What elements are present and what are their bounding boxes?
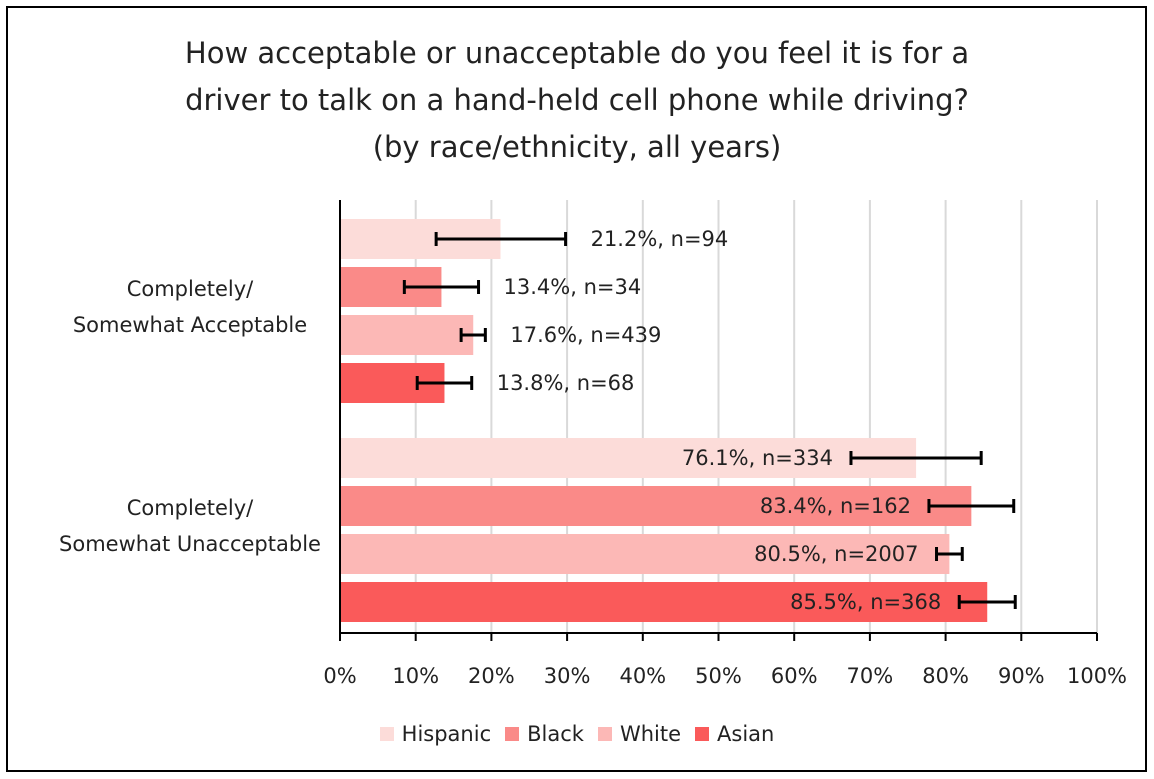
x-tick-label: 0% [323, 664, 356, 688]
bar-asian [340, 582, 988, 622]
bar-white [340, 534, 950, 574]
x-tick-label: 80% [922, 664, 969, 688]
title-line: How acceptable or unacceptable do you fe… [184, 36, 970, 70]
x-tick-label: 40% [619, 664, 666, 688]
legend-label: Asian [717, 722, 775, 746]
legend: Hispanic Black White Asian [0, 722, 1154, 746]
chart-frame [6, 6, 1147, 772]
x-tick-label: 70% [847, 664, 894, 688]
x-tick-label: 100% [1067, 664, 1127, 688]
chart-title: How acceptable or unacceptable do you fe… [0, 30, 1154, 171]
category-label: Completely/Somewhat Unacceptable [59, 496, 321, 556]
legend-swatch [379, 727, 394, 741]
title-line: (by race/ethnicity, all years) [372, 130, 782, 164]
legend-item-hispanic: Hispanic [379, 722, 492, 746]
legend-swatch [505, 727, 520, 741]
bar-chart: 21.2%, n=94 76.1%, n=334 13.4%, n=34 83.4%,… [59, 200, 1127, 688]
x-tick-label: 90% [998, 664, 1045, 688]
category-label: Completely/Somewhat Acceptable [73, 277, 307, 337]
legend-item-asian: Asian [695, 722, 774, 746]
legend-item-white: White [597, 722, 682, 746]
bar-white [340, 315, 474, 355]
x-tick-label: 50% [695, 664, 742, 688]
x-tick-label: 60% [771, 664, 818, 688]
x-tick-label: 10% [392, 664, 439, 688]
legend-swatch [695, 727, 710, 741]
category-label-line: Somewhat Acceptable [73, 313, 307, 337]
data-label: 80.5%, n=2007 [754, 542, 918, 566]
legend-label: Hispanic [401, 722, 492, 746]
category-label-line: Completely/ [127, 277, 254, 301]
data-label: 13.4%, n=34 [504, 275, 642, 299]
legend-label: Black [527, 722, 584, 746]
data-label: 21.2%, n=94 [591, 227, 729, 251]
x-tick-label: 30% [544, 664, 591, 688]
category-label-line: Completely/ [127, 496, 254, 520]
bar-black [340, 486, 972, 526]
data-label: 83.4%, n=162 [760, 494, 911, 518]
bar-hispanic [340, 438, 917, 478]
legend-swatch [597, 727, 612, 741]
legend-label: White [619, 722, 682, 746]
title-line: driver to talk on a hand-held cell phone… [185, 83, 969, 117]
data-label: 17.6%, n=439 [510, 323, 661, 347]
legend-item-black: Black [505, 722, 584, 746]
data-label: 76.1%, n=334 [682, 446, 833, 470]
data-label: 13.8%, n=68 [497, 371, 635, 395]
x-tick-label: 20% [468, 664, 515, 688]
category-label-line: Somewhat Unacceptable [59, 532, 321, 556]
data-label: 85.5%, n=368 [790, 590, 941, 614]
